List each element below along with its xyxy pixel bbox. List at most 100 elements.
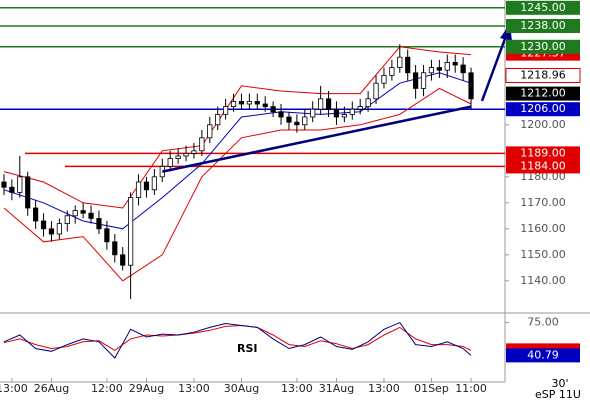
candle-body — [238, 101, 245, 105]
level-box — [506, 0, 580, 15]
candle-body — [413, 72, 419, 89]
candle-body — [199, 137, 205, 152]
y-tick-label: 1200.00 — [520, 118, 566, 131]
level-box — [506, 146, 580, 161]
candle-body — [64, 215, 70, 225]
candle-body — [286, 116, 292, 123]
y-tick-label: 1150.00 — [520, 248, 566, 261]
x-tick-label: 13:00 — [178, 382, 210, 395]
arrow — [480, 35, 508, 102]
level-box — [506, 39, 580, 54]
candle-body — [120, 254, 126, 266]
bollinger-band — [3, 87, 472, 282]
candle-body — [246, 101, 252, 105]
x-tick-label: 13:00 — [281, 382, 313, 395]
level-box — [506, 19, 580, 33]
candle-body — [33, 207, 39, 222]
x-tick-label: 01Sep — [414, 382, 449, 395]
candle-body — [143, 181, 150, 191]
x-tick-label: 31Aug — [319, 382, 354, 395]
candle-body — [452, 62, 458, 66]
candle-body — [254, 101, 260, 105]
candle-body — [389, 67, 395, 76]
candle-body — [56, 223, 62, 235]
candle-body — [191, 150, 197, 154]
candle-body — [468, 72, 474, 100]
candle-body — [420, 72, 427, 89]
level-label: 1230.00 — [520, 40, 566, 53]
candle-body — [25, 176, 31, 209]
candle-body — [1, 181, 7, 188]
candle-body — [128, 197, 134, 266]
candle-body — [230, 101, 237, 108]
y-tick-label: 1140.00 — [520, 274, 566, 287]
candle-body — [302, 116, 308, 126]
candle-body — [365, 98, 371, 108]
candle-body — [80, 210, 86, 214]
candle-body — [405, 56, 411, 74]
candle-body — [183, 152, 189, 157]
candle-body — [207, 124, 213, 139]
level-label: 1245.00 — [520, 1, 566, 14]
candle-body — [135, 181, 142, 198]
marker-box — [506, 86, 580, 101]
candle-body — [444, 62, 450, 71]
level-label: 1238.00 — [520, 19, 566, 32]
candle-body — [460, 64, 466, 74]
candle-body — [428, 67, 435, 74]
level-label: 1189.00 — [520, 146, 566, 159]
marker-box — [505, 68, 581, 84]
rsi-tick-label: 75.00 — [527, 316, 559, 329]
candle-body — [9, 186, 15, 193]
x-tick-label: 13:00 — [368, 382, 400, 395]
symbol: eSP 11U — [535, 388, 581, 400]
candle-body — [397, 56, 403, 69]
candle-body — [436, 67, 442, 71]
marker-label: 1218.96 — [520, 69, 566, 82]
candle-body — [294, 121, 300, 126]
rsi-last-label: 40.79 — [527, 348, 559, 361]
x-tick-label: 12:00 — [91, 382, 123, 395]
candle-body — [215, 114, 221, 126]
candle-body — [40, 220, 47, 230]
candle-body — [318, 98, 324, 110]
candle-body — [175, 155, 181, 159]
candle-body — [310, 108, 316, 118]
y-tick-label: 1170.00 — [520, 196, 566, 209]
candle-body — [48, 228, 55, 235]
marker-label: 1212.00 — [520, 87, 566, 100]
candle-body — [151, 176, 157, 191]
x-tick-label: 29Aug — [129, 382, 164, 395]
level-box — [506, 159, 580, 174]
rsi-last-box — [506, 348, 580, 363]
x-tick-label: 26Aug — [34, 382, 69, 395]
candle-body — [262, 103, 268, 107]
candle-body — [357, 106, 363, 110]
level-box — [506, 102, 580, 117]
x-tick-label: 13:00 — [0, 382, 28, 395]
x-tick-label: 30Aug — [224, 382, 259, 395]
candle-body — [270, 106, 276, 113]
candle-body — [96, 217, 102, 230]
moving-average — [3, 72, 472, 230]
candle-body — [333, 108, 340, 118]
candle-body — [278, 111, 284, 118]
candle-body — [325, 98, 332, 110]
candle-body — [17, 176, 23, 193]
interval: 30' — [551, 377, 568, 390]
level-label: 1184.00 — [520, 159, 566, 172]
candle-body — [373, 82, 379, 100]
candle-body — [104, 228, 110, 243]
candle-body — [88, 212, 94, 219]
candle-body — [381, 75, 387, 84]
rsi-label: RSI — [237, 342, 258, 355]
candle-body — [167, 158, 173, 167]
level-label: 1206.00 — [520, 102, 566, 115]
candle-body — [72, 210, 78, 217]
candle-body — [341, 114, 347, 118]
x-tick-label: 11:00 — [455, 382, 487, 395]
y-tick-label: 1160.00 — [520, 222, 566, 235]
trendline — [162, 105, 472, 173]
